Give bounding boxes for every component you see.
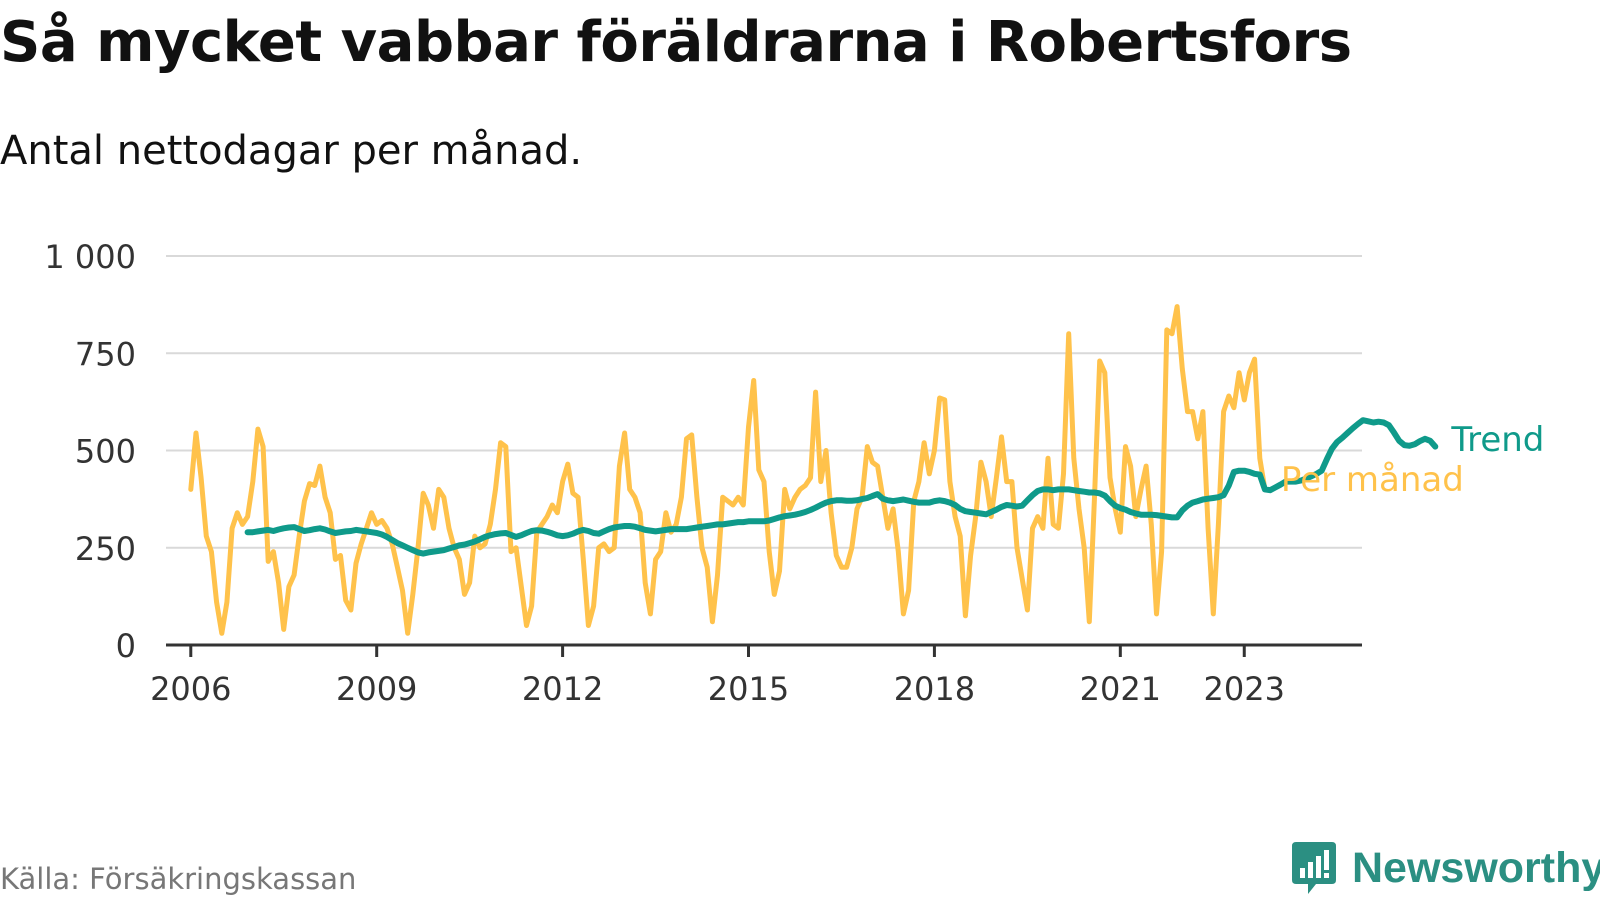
y-tick-label: 250 <box>75 530 136 568</box>
x-tick-label: 2023 <box>1204 670 1285 708</box>
axis-ticks: 0 250 500 750 1 000 2006 2009 2012 2015 2018 2021 2… <box>44 238 1362 708</box>
y-tick-label: 1 000 <box>44 238 136 276</box>
x-tick-label: 2012 <box>522 670 603 708</box>
legend-label-trend: Trend <box>1450 420 1544 460</box>
y-tick-label: 0 <box>116 627 136 665</box>
page-title: Så mycket vabbar föräldrarna i Robertsfo… <box>0 10 1352 75</box>
newsworthy-logo-icon <box>1292 842 1336 894</box>
legend-label-per-manad: Per månad <box>1281 460 1464 500</box>
x-tick-label: 2009 <box>336 670 417 708</box>
y-tick-label: 750 <box>75 335 136 373</box>
brand-name: Newsworthy <box>1352 843 1600 892</box>
x-tick-label: 2018 <box>894 670 975 708</box>
y-tick-label: 500 <box>75 433 136 471</box>
x-tick-label: 2021 <box>1080 670 1161 708</box>
source-note: Källa: Försäkringskassan <box>0 862 357 896</box>
brand-logo: Newsworthy <box>1290 840 1600 896</box>
series-line-per-manad <box>188 304 1268 636</box>
x-tick-label: 2015 <box>708 670 789 708</box>
chart-series <box>188 304 1439 636</box>
x-tick-label: 2006 <box>150 670 231 708</box>
series-line-trend <box>244 417 1439 557</box>
page-subtitle: Antal nettodagar per månad. <box>0 128 583 174</box>
